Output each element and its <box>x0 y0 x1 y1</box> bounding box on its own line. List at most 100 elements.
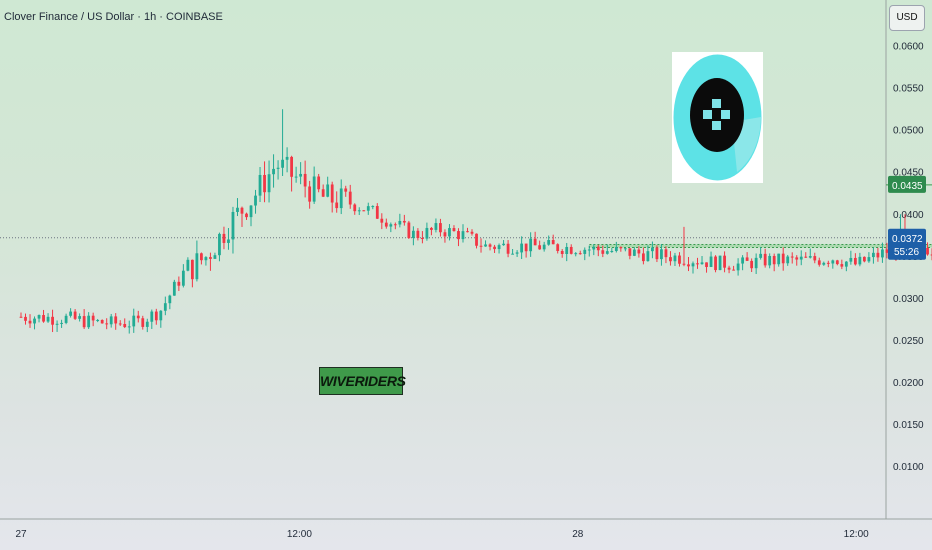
time-tick-label: 12:00 <box>287 529 312 540</box>
current-price-tag <box>888 228 926 260</box>
candle-body <box>411 230 415 238</box>
candle-body <box>853 257 857 265</box>
candle-body <box>33 318 36 324</box>
candle-body <box>457 231 460 240</box>
candle-body <box>303 173 307 187</box>
candle-body <box>610 250 614 252</box>
price-tick-label: 0.0150 <box>893 420 924 431</box>
candle-body <box>402 220 406 223</box>
candle-body <box>885 249 889 253</box>
candle-body <box>601 250 605 254</box>
candle-body <box>587 249 591 251</box>
candle-body <box>290 156 294 177</box>
candle-body <box>114 316 118 324</box>
candle-body <box>245 213 248 218</box>
candle-body <box>795 257 799 260</box>
candle-body <box>651 247 654 252</box>
candle-body <box>700 262 704 265</box>
candle-body <box>105 323 109 325</box>
price-tick-label: 0.0250 <box>893 336 924 347</box>
candle-body <box>384 222 388 227</box>
candle-body <box>42 315 45 322</box>
candle-body <box>538 245 542 250</box>
candle-body <box>258 174 262 196</box>
candle-body <box>19 316 23 318</box>
currency-button[interactable]: USD <box>889 5 925 31</box>
candle-body <box>840 264 844 267</box>
candle-body <box>218 233 221 256</box>
candle-body <box>321 189 325 197</box>
candle-body <box>326 184 330 197</box>
candle-body <box>339 188 343 209</box>
candle-body <box>285 156 289 160</box>
candle-body <box>123 323 127 328</box>
candle-body <box>511 253 514 255</box>
candle-body <box>479 245 483 247</box>
candle-body <box>831 260 835 264</box>
candle-body <box>249 205 253 218</box>
candle-body <box>335 202 339 209</box>
candle-body <box>344 188 348 192</box>
candle-body <box>763 253 767 266</box>
candle-body <box>790 256 794 258</box>
candle-body <box>556 244 560 251</box>
candle-body <box>24 316 27 321</box>
candle-body <box>312 176 316 202</box>
candle-body <box>628 248 632 256</box>
candle-body <box>876 252 880 258</box>
candle-body <box>506 243 510 254</box>
candle-body <box>357 210 361 212</box>
current-price-tag-text: 0.0372 <box>892 234 923 245</box>
candle-body <box>696 263 699 265</box>
candle-body <box>813 256 817 261</box>
candle-body <box>687 264 690 267</box>
candle-body <box>195 253 199 280</box>
candle-body <box>91 315 95 321</box>
candle-body <box>669 257 672 262</box>
candle-body <box>362 210 366 212</box>
candle-body <box>375 206 379 219</box>
price-tick-label: 0.0450 <box>893 168 924 179</box>
candle-body <box>529 238 533 252</box>
logo-square-bottom <box>712 121 721 130</box>
candle-body <box>808 256 812 258</box>
candle-body <box>646 251 650 262</box>
candle-body <box>439 223 442 233</box>
candle-body <box>493 246 496 250</box>
candle-body <box>330 184 334 203</box>
candle-body <box>560 250 564 254</box>
candle-body <box>154 311 158 321</box>
candle-body <box>407 222 411 238</box>
candle-body <box>641 253 645 262</box>
candle-body <box>172 281 176 296</box>
candle-body <box>881 249 884 258</box>
candle-body <box>632 249 636 256</box>
candle-body <box>425 227 429 239</box>
candle-body <box>619 247 623 249</box>
candle-body <box>488 244 492 247</box>
candle-body <box>55 323 59 325</box>
candle-body <box>168 295 172 304</box>
logo-square-top <box>712 99 721 108</box>
candle-body <box>294 176 298 178</box>
candle-body <box>592 246 596 250</box>
candle-body <box>398 220 402 225</box>
candle-body <box>430 227 433 230</box>
candle-body <box>227 239 230 243</box>
candle-body <box>614 247 618 251</box>
candle-body <box>736 263 740 271</box>
candle-body <box>569 246 573 254</box>
price-tick-label: 0.0400 <box>893 210 924 221</box>
candle-body <box>520 243 524 253</box>
candle-body <box>759 253 763 258</box>
candle-body <box>660 249 663 260</box>
candle-body <box>817 260 821 265</box>
candle-body <box>393 224 397 226</box>
candle-body <box>470 231 474 234</box>
candle-body <box>799 256 803 260</box>
price-tick-label: 0.0100 <box>893 462 924 473</box>
candle-body <box>231 211 235 240</box>
candle-body <box>452 228 456 232</box>
candle-body <box>565 246 569 254</box>
